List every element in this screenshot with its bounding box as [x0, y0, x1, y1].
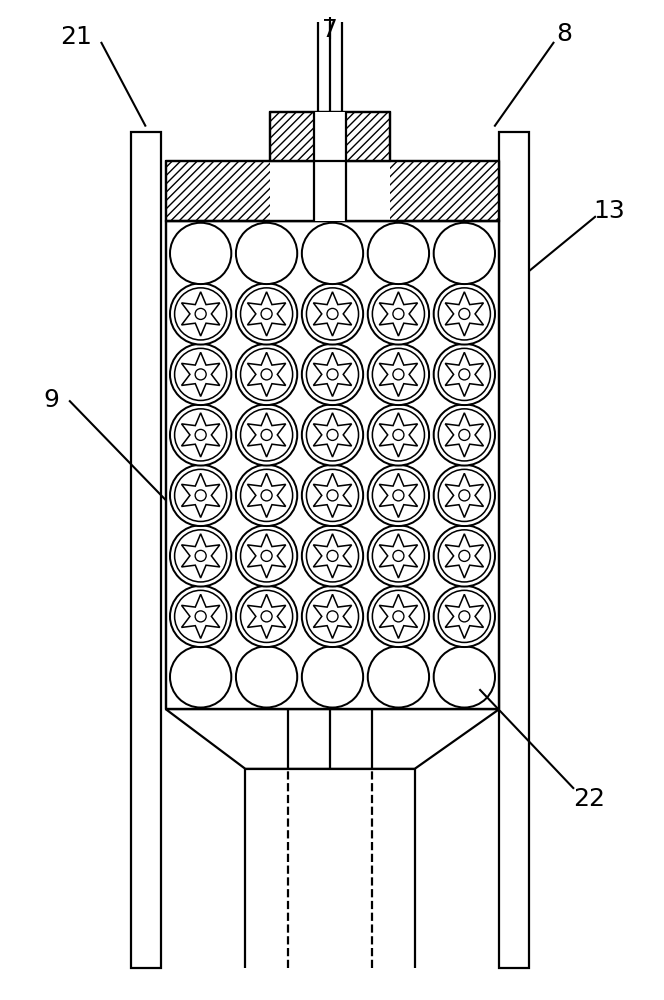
Circle shape [327, 308, 338, 319]
Circle shape [170, 283, 231, 345]
Circle shape [261, 308, 272, 319]
Circle shape [170, 646, 231, 708]
Circle shape [261, 429, 272, 440]
Circle shape [393, 308, 404, 319]
Text: 8: 8 [556, 22, 572, 46]
Text: 7: 7 [322, 18, 338, 42]
Circle shape [393, 490, 404, 501]
Circle shape [195, 611, 206, 622]
Circle shape [434, 525, 495, 587]
Circle shape [368, 586, 429, 647]
Circle shape [195, 308, 206, 319]
Circle shape [302, 344, 363, 405]
Circle shape [170, 344, 231, 405]
Text: 22: 22 [573, 787, 605, 811]
Circle shape [195, 550, 206, 561]
Circle shape [170, 223, 231, 284]
Circle shape [236, 465, 297, 526]
Circle shape [236, 404, 297, 466]
Circle shape [368, 525, 429, 587]
Circle shape [236, 344, 297, 405]
Circle shape [393, 369, 404, 380]
Circle shape [434, 344, 495, 405]
Bar [314, 161, 346, 221]
Circle shape [170, 465, 231, 526]
Circle shape [368, 465, 429, 526]
Circle shape [368, 404, 429, 466]
Circle shape [170, 525, 231, 587]
Bar [131, 132, 161, 968]
Circle shape [261, 369, 272, 380]
Circle shape [459, 429, 470, 440]
Circle shape [434, 223, 495, 284]
Circle shape [434, 465, 495, 526]
Circle shape [368, 283, 429, 345]
Bar [270, 112, 390, 161]
Circle shape [327, 490, 338, 501]
Text: 9: 9 [43, 388, 59, 412]
Circle shape [261, 611, 272, 622]
Circle shape [459, 490, 470, 501]
Circle shape [327, 611, 338, 622]
Circle shape [302, 404, 363, 466]
Circle shape [195, 490, 206, 501]
Circle shape [327, 550, 338, 561]
Polygon shape [166, 709, 499, 769]
Bar [499, 132, 529, 968]
Circle shape [459, 611, 470, 622]
Bar [166, 161, 499, 221]
Circle shape [302, 465, 363, 526]
Bar [314, 112, 346, 161]
Circle shape [195, 369, 206, 380]
Circle shape [368, 344, 429, 405]
Circle shape [302, 223, 363, 284]
Circle shape [393, 611, 404, 622]
Circle shape [327, 369, 338, 380]
Circle shape [434, 283, 495, 345]
Circle shape [236, 586, 297, 647]
Circle shape [236, 646, 297, 708]
Circle shape [459, 550, 470, 561]
Circle shape [393, 429, 404, 440]
Circle shape [170, 404, 231, 466]
Bar [270, 161, 390, 221]
Circle shape [434, 646, 495, 708]
Circle shape [434, 404, 495, 466]
Circle shape [327, 429, 338, 440]
Circle shape [170, 586, 231, 647]
Circle shape [195, 429, 206, 440]
Circle shape [434, 586, 495, 647]
Circle shape [236, 223, 297, 284]
Circle shape [368, 223, 429, 284]
Circle shape [236, 283, 297, 345]
Circle shape [368, 646, 429, 708]
Circle shape [261, 550, 272, 561]
Circle shape [261, 490, 272, 501]
Circle shape [393, 550, 404, 561]
Circle shape [302, 586, 363, 647]
Circle shape [236, 525, 297, 587]
Text: 21: 21 [60, 25, 92, 49]
Circle shape [302, 283, 363, 345]
Circle shape [302, 646, 363, 708]
Circle shape [302, 525, 363, 587]
Circle shape [459, 369, 470, 380]
Bar [166, 221, 499, 709]
Circle shape [459, 308, 470, 319]
Text: 13: 13 [593, 199, 625, 223]
